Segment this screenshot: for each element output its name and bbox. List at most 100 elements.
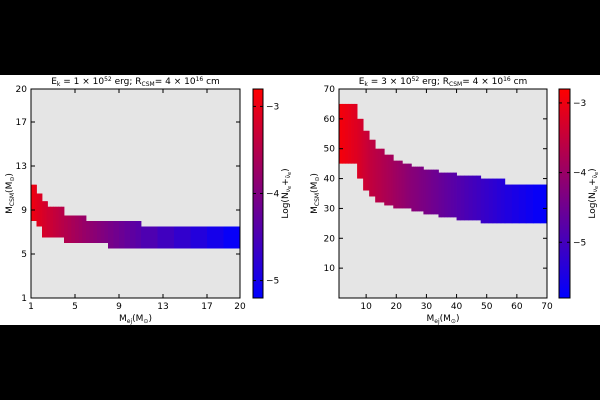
heatmap-cell [157,226,175,249]
heatmap-cell [450,172,454,218]
x-tick-label: 60 [511,302,523,312]
heatmap-cell [369,139,371,197]
heatmap-cell [476,175,482,221]
y-tick-label: 10 [324,264,336,274]
heatmap-cell [39,193,41,227]
x-tick-label: 5 [72,302,78,312]
heatmap-cell [456,175,461,221]
heatmap-cell [390,154,393,206]
heatmap-cell [36,193,38,227]
heatmap-cell [366,130,368,191]
heatmap-cell [525,184,534,224]
heatmap-cell [374,139,376,197]
heatmap-cell [67,215,72,243]
heatmap-cell [113,221,120,249]
heatmap-cell [351,103,355,164]
heatmap-cell [55,206,59,238]
heatmap-cell [53,206,57,238]
colorbar-label: Log(Nνe+ν̄e) [588,168,600,218]
heatmap-cell [37,193,39,227]
heatmap-cell [78,215,83,243]
heatmap-cell [488,178,494,224]
colorbar [558,88,571,299]
chart-right: 10 20 30 40 50 60 70 10 20 30 40 50 60 70 Ek = 3 × 105… [310,76,600,325]
heatmap-cell [396,160,399,209]
heatmap-cell [358,118,360,179]
y-axis-label: MCSM(M⊙) [5,173,16,214]
heatmap-cell [409,163,412,209]
chart-title: Ek = 3 × 1052 erg; RCSM= 4 × 1016 cm [359,76,528,88]
heatmap-cell [365,130,367,191]
heatmap-cell [32,184,35,221]
heatmap-cell [405,163,408,209]
heatmap-cell [135,221,142,249]
heatmap-cell [435,169,439,215]
heatmap-cell [43,201,46,238]
heatmap-cell [468,175,474,221]
heatmap-cell [393,160,396,209]
heatmap-cell [223,226,241,249]
y-tick-label: 60 [324,115,336,125]
heatmap-cell [119,221,125,249]
colorbar-tick-label: −4 [573,169,587,179]
y-tick-label: 17 [16,118,27,128]
x-tick-label: 20 [234,302,246,312]
x-tick-label: 20 [391,302,403,312]
heatmap-cell [354,103,358,164]
heatmap-cell [86,221,91,243]
heatmap-cell [411,166,414,212]
heatmap-cell [33,184,36,221]
x-tick-label: 40 [451,302,463,312]
heatmap-cell [504,184,513,224]
y-tick-label: 9 [21,206,27,216]
heatmap-cell [532,184,541,224]
heatmap-cell [93,221,98,243]
heatmap-cells [339,103,548,224]
heatmap-cell [496,178,502,224]
colorbar-tick-label: −4 [266,190,280,200]
heatmap-cell [387,154,390,206]
heatmap-cell [394,160,397,209]
y-tick-label: 40 [324,175,336,185]
heatmap-cell [500,178,506,224]
heatmap-cell [190,226,208,249]
heatmap-cell [71,215,76,243]
heatmap-cell [207,226,224,249]
y-tick-label: 20 [324,234,336,244]
heatmap-cell [428,169,432,215]
x-axis-label: Mej(M⊙) [119,314,152,325]
heatmap-cell [348,103,352,164]
heatmap-cell [430,169,434,215]
heatmap-cell [35,184,37,221]
heatmap-cell [360,118,362,179]
chart-left: 1 5 9 13 17 20 1 5 9 13 17 20 Ek = 1 × 1052 erg; RCS… [5,76,293,325]
heatmap-cell [124,221,131,249]
heatmap-cell [378,148,381,203]
heatmap-cell [130,221,136,249]
heatmap-cell [444,172,448,218]
heatmap-cell [417,166,420,212]
heatmap-cell [97,221,102,243]
heatmap-cell [406,163,409,209]
y-tick-label: 30 [324,204,336,214]
y-tick-label: 5 [21,250,27,260]
x-tick-label: 1 [28,302,34,312]
heatmap-cell [480,178,486,224]
heatmap-cell [363,130,365,191]
heatmap-cell [397,160,400,209]
heatmap-cell [421,166,424,212]
heatmap-cell [64,215,69,243]
heatmap-cell [61,206,65,238]
heatmap-cell [75,215,80,243]
heatmap-cell [441,172,445,218]
heatmap-cell [402,163,405,209]
heatmap-cell [174,226,191,249]
heatmap-cell [370,139,372,197]
heatmap-cell [400,160,403,209]
heatmap-cell [42,201,45,238]
heatmap-cell [384,154,387,206]
x-axis-label: Mej(M⊙) [427,314,460,325]
heatmap-cell [46,201,48,238]
heatmap-cell [31,184,34,221]
plot-frame [338,88,548,299]
